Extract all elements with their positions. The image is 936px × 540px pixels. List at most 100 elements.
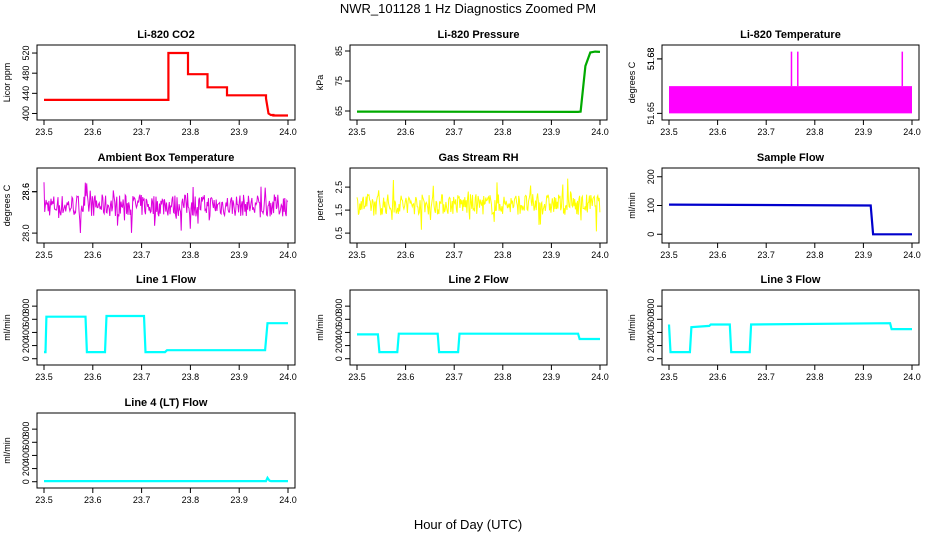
x-tick-label: 23.7 <box>133 127 151 137</box>
data-series-line <box>356 178 601 232</box>
y-tick-label: 28.0 <box>21 224 31 242</box>
x-tick-label: 23.9 <box>543 372 561 382</box>
x-tick-label: 23.7 <box>133 372 151 382</box>
x-tick-label: 23.7 <box>757 250 775 260</box>
y-tick-label: 520 <box>21 46 31 61</box>
x-tick-label: 23.9 <box>543 250 561 260</box>
x-tick-label: 23.7 <box>133 495 151 505</box>
panel-title: Line 3 Flow <box>761 274 821 286</box>
chart-panel-4: Ambient Box Temperature 23.5 23.6 23.7 23.8 2… <box>2 152 297 260</box>
x-tick-label: 23.5 <box>660 372 678 382</box>
y-tick-label: 0 <box>21 479 31 484</box>
y-tick-label: 800 <box>646 299 656 314</box>
x-tick-label: 24.0 <box>279 372 297 382</box>
chart-panel-3: Li-820 Temperature 23.5 23.6 23.7 23.8 23.9 24… <box>627 29 921 137</box>
panel-title: Li-820 Temperature <box>740 29 841 41</box>
y-tick-label: 85 <box>334 46 344 56</box>
x-tick-label: 23.9 <box>230 372 248 382</box>
x-tick-label: 23.7 <box>757 127 775 137</box>
x-tick-label: 23.7 <box>445 250 463 260</box>
panel-title: Li-820 CO2 <box>137 29 194 41</box>
y-tick-label: 200 <box>21 338 31 353</box>
y-tick-label: 440 <box>21 86 31 101</box>
y-tick-label: 200 <box>646 338 656 353</box>
y-tick-label: 0 <box>334 356 344 361</box>
y-tick-label: 0.5 <box>334 227 344 240</box>
y-tick-label: 600 <box>646 312 656 327</box>
x-tick-label: 23.6 <box>709 127 727 137</box>
y-tick-label: 65 <box>334 106 344 116</box>
data-series-line <box>357 332 600 354</box>
x-tick-label: 23.8 <box>806 127 824 137</box>
y-axis-label: degrees C <box>2 184 12 226</box>
x-tick-label: 24.0 <box>279 127 297 137</box>
x-tick-label: 23.9 <box>543 127 561 137</box>
panel-title: Gas Stream RH <box>438 152 518 164</box>
x-tick-label: 24.0 <box>279 495 297 505</box>
y-tick-label: 400 <box>646 325 656 340</box>
y-tick-label: 200 <box>334 338 344 353</box>
y-tick-label: 600 <box>334 312 344 327</box>
x-tick-label: 23.9 <box>230 127 248 137</box>
chart-panel-7: Line 1 Flow 23.5 23.6 23.7 23.8 23.9 24.0 0 2004… <box>2 274 297 382</box>
y-tick-label: 0 <box>646 232 656 237</box>
x-tick-label: 23.6 <box>84 250 102 260</box>
y-tick-label: 480 <box>21 66 31 81</box>
plot-frame <box>36 289 296 366</box>
y-tick-label: 51.68 <box>646 48 656 71</box>
x-tick-label: 23.8 <box>494 127 512 137</box>
y-tick-label: 1.5 <box>334 204 344 217</box>
plot-frame <box>349 167 608 244</box>
data-series-line <box>43 182 289 234</box>
y-axis-label: kPa <box>315 75 325 91</box>
x-tick-label: 23.8 <box>494 372 512 382</box>
x-tick-label: 23.5 <box>35 495 53 505</box>
plot-frame <box>36 412 296 489</box>
y-tick-label: 100 <box>646 198 656 213</box>
x-tick-label: 23.6 <box>84 372 102 382</box>
x-tick-label: 23.5 <box>348 250 366 260</box>
chart-panel-1: Li-820 CO2 23.5 23.6 23.7 23.8 23.9 24.0 400 440… <box>2 29 297 137</box>
x-tick-label: 23.7 <box>445 127 463 137</box>
x-tick-label: 23.5 <box>660 250 678 260</box>
x-tick-label: 23.8 <box>182 250 200 260</box>
x-tick-label: 23.5 <box>660 127 678 137</box>
data-band <box>669 86 912 114</box>
y-axis-label: degrees C <box>627 61 637 103</box>
plot-frame <box>661 289 920 366</box>
x-tick-label: 23.5 <box>348 372 366 382</box>
chart-panel-6: Sample Flow 23.5 23.6 23.7 23.8 23.9 24.0 0 100 2… <box>627 152 921 260</box>
y-tick-label: 0 <box>21 356 31 361</box>
x-tick-label: 23.9 <box>855 372 873 382</box>
plot-frame <box>36 167 296 244</box>
x-tick-label: 23.8 <box>494 250 512 260</box>
chart-panel-9: Line 3 Flow 23.5 23.6 23.7 23.8 23.9 24.0 0 2004… <box>627 274 921 382</box>
y-tick-label: 600 <box>21 435 31 450</box>
chart-panel-2: Li-820 Pressure 23.5 23.6 23.7 23.8 23.9 24.0 6… <box>315 29 609 137</box>
x-tick-label: 23.9 <box>230 250 248 260</box>
y-tick-label: 600 <box>21 312 31 327</box>
y-tick-label: 51.68 <box>646 48 656 71</box>
x-tick-label: 23.5 <box>35 127 53 137</box>
x-tick-label: 23.7 <box>133 250 151 260</box>
y-tick-label: 800 <box>334 299 344 314</box>
x-tick-label: 23.6 <box>709 372 727 382</box>
y-axis-label: Licor ppm <box>2 63 12 103</box>
y-tick-label: 2.5 <box>334 181 344 194</box>
y-tick-label: 28.6 <box>21 183 31 201</box>
y-tick-label: 400 <box>21 325 31 340</box>
y-axis-label: ml/min <box>2 314 12 341</box>
panel-title: Sample Flow <box>757 152 825 164</box>
x-tick-label: 23.8 <box>182 372 200 382</box>
x-tick-label: 23.6 <box>397 127 415 137</box>
x-tick-label: 23.6 <box>397 372 415 382</box>
data-series-line <box>44 314 288 354</box>
y-tick-label: 800 <box>21 299 31 314</box>
x-tick-label: 23.8 <box>806 250 824 260</box>
x-tick-label: 23.8 <box>806 372 824 382</box>
y-tick-label: 400 <box>21 106 31 121</box>
y-axis-label: ml/min <box>2 437 12 464</box>
y-tick-label: 28.6 <box>21 183 31 201</box>
y-axis-label: ml/min <box>315 314 325 341</box>
